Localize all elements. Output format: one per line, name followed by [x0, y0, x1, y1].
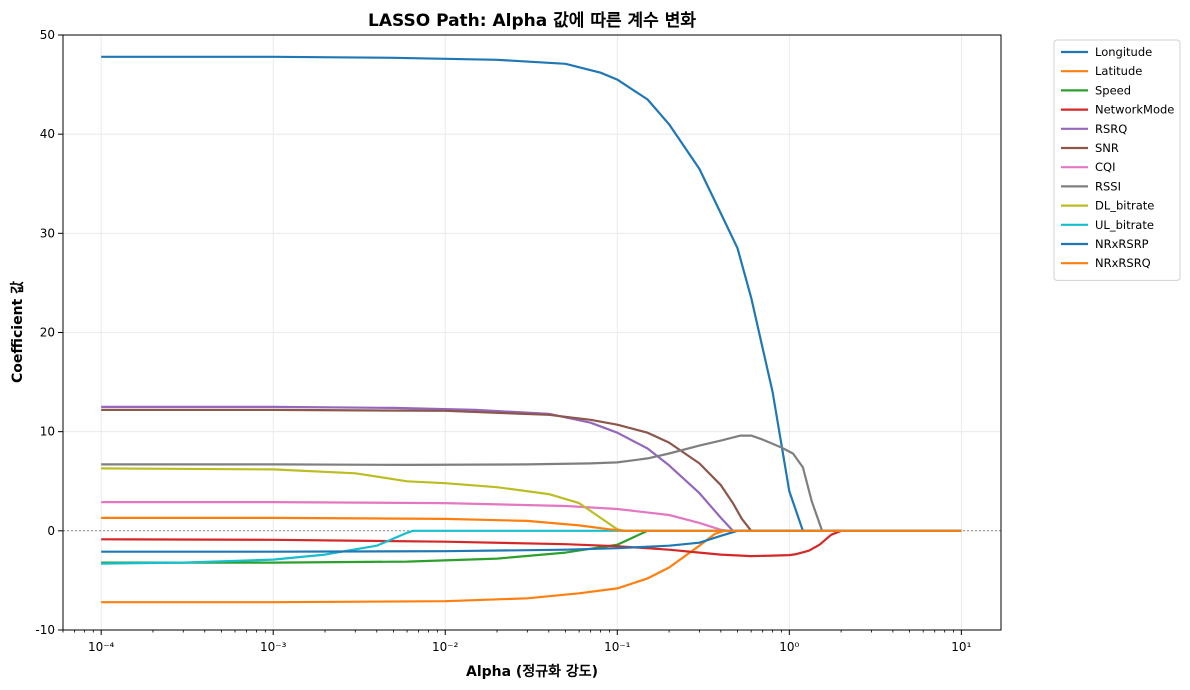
legend-label-rsrq: RSRQ: [1095, 122, 1127, 136]
legend-label-ul-bitrate: UL_bitrate: [1095, 218, 1154, 232]
chart-title: LASSO Path: Alpha 값에 따른 계수 변화: [368, 11, 696, 31]
legend-label-speed: Speed: [1095, 83, 1131, 97]
legend: Longitude Latitude Speed NetworkMode RSRQ SNR…: [1053, 39, 1181, 281]
series-line-latitude: [101, 529, 962, 604]
legend-label-longitude: Longitude: [1095, 45, 1152, 59]
series-line-cqi: [101, 501, 962, 532]
y-tick-label: -10: [35, 623, 55, 637]
legend-label-networkmode: NetworkMode: [1095, 103, 1174, 117]
y-axis-label: Coefficient 값: [10, 281, 26, 383]
series-line-longitude: [101, 55, 962, 532]
series-line-nrxrsrq: [101, 516, 962, 532]
y-tick-label: 0: [47, 524, 55, 538]
x-tick-label: 10⁰: [779, 640, 799, 654]
y-tick-label: 50: [40, 28, 55, 42]
legend-label-nrxrsrp: NRxRSRP: [1095, 237, 1149, 251]
series-line-rssi: [101, 434, 962, 532]
x-axis-ticks: 10⁻⁴ 10⁻³ 10⁻² 10⁻¹ 10⁰ 10¹: [62, 630, 972, 654]
series-line-ul-bitrate: [101, 529, 962, 565]
y-tick-label: 40: [40, 127, 55, 141]
legend-label-latitude: Latitude: [1095, 64, 1142, 78]
series-lines: [101, 55, 962, 604]
x-tick-label: 10⁻³: [260, 640, 287, 654]
legend-label-cqi: CQI: [1095, 160, 1115, 174]
series-line-nrxrsrp: [101, 529, 962, 553]
legend-label-rssi: RSSI: [1095, 179, 1121, 193]
series-line-networkmode: [101, 529, 962, 558]
x-axis-label: Alpha (정규화 강도): [466, 663, 598, 680]
y-tick-label: 20: [40, 326, 55, 340]
y-axis-ticks: -10 0 10 20 30 40 50: [35, 28, 63, 637]
x-tick-label: 10⁻²: [432, 640, 459, 654]
grid-lines: [63, 34, 1001, 631]
y-tick-label: 30: [40, 226, 55, 240]
legend-label-nrxrsrq: NRxRSRQ: [1095, 256, 1151, 270]
x-tick-label: 10⁻⁴: [88, 640, 115, 654]
series-line-snr: [101, 408, 962, 532]
x-tick-label: 10⁻¹: [604, 640, 631, 654]
series-line-rsrq: [101, 405, 962, 532]
y-tick-label: 10: [40, 425, 55, 439]
legend-label-dl-bitrate: DL_bitrate: [1095, 199, 1154, 213]
legend-label-snr: SNR: [1095, 141, 1119, 155]
legend-box: [1053, 39, 1181, 281]
series-line-speed: [101, 529, 962, 564]
x-tick-label: 10¹: [951, 640, 971, 654]
